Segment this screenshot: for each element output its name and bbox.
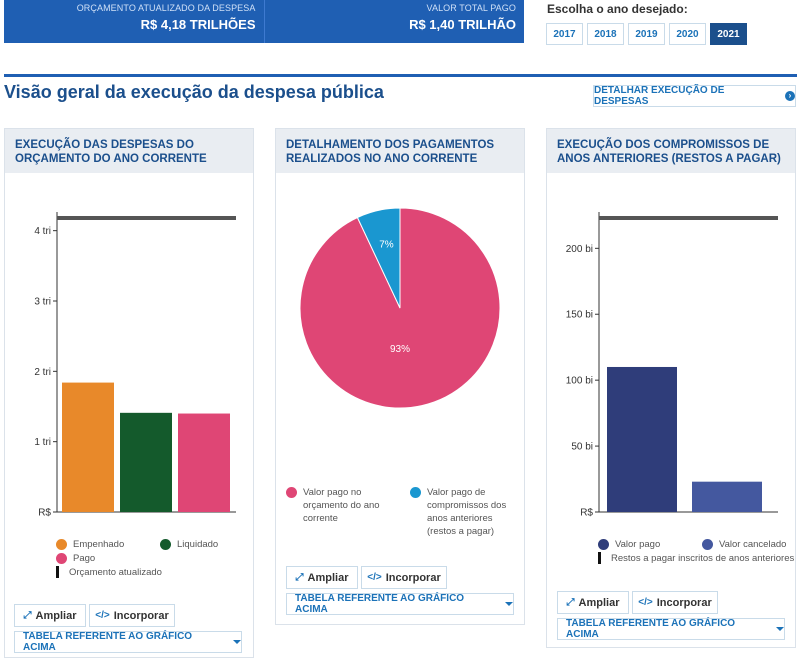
embed-button[interactable]: </> Incorporar: [89, 604, 175, 627]
bar-liquidado[interactable]: [120, 412, 172, 512]
table-dropdown[interactable]: TABELA REFERENTE AO GRÁFICO ACIMA: [14, 631, 242, 653]
expand-label: Ampliar: [307, 571, 349, 584]
expand-icon: ⤢: [23, 610, 32, 621]
embed-button[interactable]: </> Incorporar: [632, 591, 718, 614]
year-button-2020[interactable]: 2020: [669, 23, 706, 45]
pie-slice-previous-years[interactable]: [356, 207, 401, 309]
legend-restos-a-pagar: Restos a pagar inscritos de anos anterio…: [594, 552, 794, 565]
pie-data-label: 93%: [390, 344, 410, 355]
bar-valor-cancelado[interactable]: [692, 481, 762, 512]
legend-label: Valor cancelado: [719, 539, 787, 550]
year-button-2021[interactable]: 2021: [710, 23, 747, 45]
expand-button[interactable]: ⤢ Ampliar: [286, 566, 358, 589]
year-button-2018[interactable]: 2018: [587, 23, 624, 45]
code-icon: </>: [638, 597, 653, 608]
year-selector: 2017 2018 2019 2020 2021: [546, 23, 747, 45]
y-tick-label: 2 tri: [34, 367, 51, 378]
year-button-2017[interactable]: 2017: [546, 23, 583, 45]
budget-execution-chart: R$ 1 tri 2 tri 3 tri 4 tri: [34, 212, 236, 519]
legend-pago: Pago: [56, 552, 95, 565]
y-tick-label: 100 bi: [566, 376, 593, 387]
table-dropdown[interactable]: TABELA REFERENTE AO GRÁFICO ACIMA: [557, 618, 785, 640]
chevron-right-icon: ›: [785, 91, 795, 101]
y-tick-label: 1 tri: [34, 437, 51, 448]
panel-title: DETALHAMENTO DOS PAGAMENTOS REALIZADOS N…: [276, 129, 524, 173]
legend-valor-cancelado: Valor cancelado: [702, 538, 786, 551]
section-divider: [4, 74, 797, 77]
embed-label: Incorporar: [656, 596, 712, 609]
detail-expenses-button[interactable]: DETALHAR EXECUÇÃO DE DESPESAS ›: [593, 85, 796, 107]
paid-label: VALOR TOTAL PAGO: [426, 3, 516, 13]
table-dropdown[interactable]: TABELA REFERENTE AO GRÁFICO ACIMA: [286, 593, 514, 615]
bar-pago[interactable]: [178, 413, 230, 512]
legend-swatch-current-year: [286, 487, 297, 498]
table-dropdown-label: TABELA REFERENTE AO GRÁFICO ACIMA: [295, 593, 465, 615]
legend-label: Empenhado: [73, 539, 125, 550]
payments-pie-chart: 93% 7%: [299, 207, 501, 409]
panel-title: EXECUÇÃO DAS DESPESAS DO ORÇAMENTO DO AN…: [5, 129, 253, 173]
expand-icon: ⤢: [566, 597, 575, 608]
legend-label: Restos a pagar inscritos de anos anterio…: [611, 553, 795, 564]
caret-down-icon: [233, 640, 241, 644]
legend-swatch-previous-years: [410, 487, 421, 498]
legend-current-year-paid: Valor pago no orçamento do ano corrente: [286, 486, 396, 525]
code-icon: </>: [367, 572, 382, 583]
legend-label: Valor pago no orçamento do ano corrente: [303, 487, 380, 524]
legend-label: Valor pago: [615, 539, 661, 550]
budget-summary: ORÇAMENTO ATUALIZADO DA DESPESA R$ 4,18 …: [4, 0, 265, 43]
expand-button[interactable]: ⤢ Ampliar: [557, 591, 629, 614]
legend-swatch-valor-pago: [598, 539, 609, 550]
legend-label: Pago: [73, 553, 96, 564]
embed-button[interactable]: </> Incorporar: [361, 566, 447, 589]
year-button-2019[interactable]: 2019: [628, 23, 665, 45]
legend-orcamento-atualizado: Orçamento atualizado: [52, 566, 162, 579]
caret-down-icon: [776, 627, 784, 631]
panel-title: EXECUÇÃO DOS COMPROMISSOS DE ANOS ANTERI…: [547, 129, 795, 173]
y-tick-label: R$: [580, 508, 593, 519]
y-tick-label: R$: [38, 508, 51, 519]
bar-valor-pago[interactable]: [607, 366, 677, 512]
y-tick-label: 200 bi: [566, 244, 593, 255]
paid-value: R$ 1,40 TRILHÃO: [409, 17, 516, 32]
expand-label: Ampliar: [35, 609, 77, 622]
legend-label: Orçamento atualizado: [69, 567, 162, 578]
year-selector-label: Escolha o ano desejado:: [547, 2, 688, 16]
legend-swatch-empenhado: [56, 539, 67, 550]
table-dropdown-label: TABELA REFERENTE AO GRÁFICO ACIMA: [566, 618, 736, 640]
legend-empenhado: Empenhado: [56, 538, 124, 551]
expand-icon: ⤢: [295, 572, 304, 583]
expand-label: Ampliar: [578, 596, 620, 609]
y-tick-label: 150 bi: [566, 310, 593, 321]
legend-previous-years-paid: Valor pago de compromissos dos anos ante…: [410, 486, 520, 538]
y-tick-label: 4 tri: [34, 226, 51, 237]
bar-empenhado[interactable]: [62, 382, 114, 512]
legend-swatch-reference-line: [598, 552, 601, 564]
legend-label: Valor pago de compromissos dos anos ante…: [427, 487, 507, 537]
detail-expenses-label: DETALHAR EXECUÇÃO DE DESPESAS: [594, 85, 725, 107]
caret-down-icon: [505, 602, 513, 606]
paid-summary: VALOR TOTAL PAGO R$ 1,40 TRILHÃO: [265, 0, 525, 43]
legend-valor-pago: Valor pago: [598, 538, 660, 551]
previous-commitments-chart: R$ 50 bi 100 bi 150 bi 200 bi: [566, 212, 778, 519]
legend-swatch-valor-cancelado: [702, 539, 713, 550]
legend-liquidado: Liquidado: [160, 538, 218, 551]
budget-label: ORÇAMENTO ATUALIZADO DA DESPESA: [76, 3, 256, 13]
legend-swatch-liquidado: [160, 539, 171, 550]
legend-swatch-pago: [56, 553, 67, 564]
y-tick-label: 3 tri: [34, 296, 51, 307]
summary-bar: ORÇAMENTO ATUALIZADO DA DESPESA R$ 4,18 …: [4, 0, 524, 43]
code-icon: </>: [95, 610, 110, 621]
panel-previous-commitments: EXECUÇÃO DOS COMPROMISSOS DE ANOS ANTERI…: [546, 128, 796, 648]
expand-button[interactable]: ⤢ Ampliar: [14, 604, 86, 627]
pie-data-label: 7%: [379, 239, 394, 250]
embed-label: Incorporar: [113, 609, 169, 622]
y-tick-label: 50 bi: [571, 442, 593, 453]
legend-swatch-reference-line: [56, 566, 59, 578]
embed-label: Incorporar: [385, 571, 441, 584]
budget-value: R$ 4,18 TRILHÕES: [140, 17, 256, 32]
page-title: Visão geral da execução da despesa públi…: [4, 82, 384, 102]
table-dropdown-label: TABELA REFERENTE AO GRÁFICO ACIMA: [23, 631, 193, 653]
legend-label: Liquidado: [177, 539, 219, 550]
